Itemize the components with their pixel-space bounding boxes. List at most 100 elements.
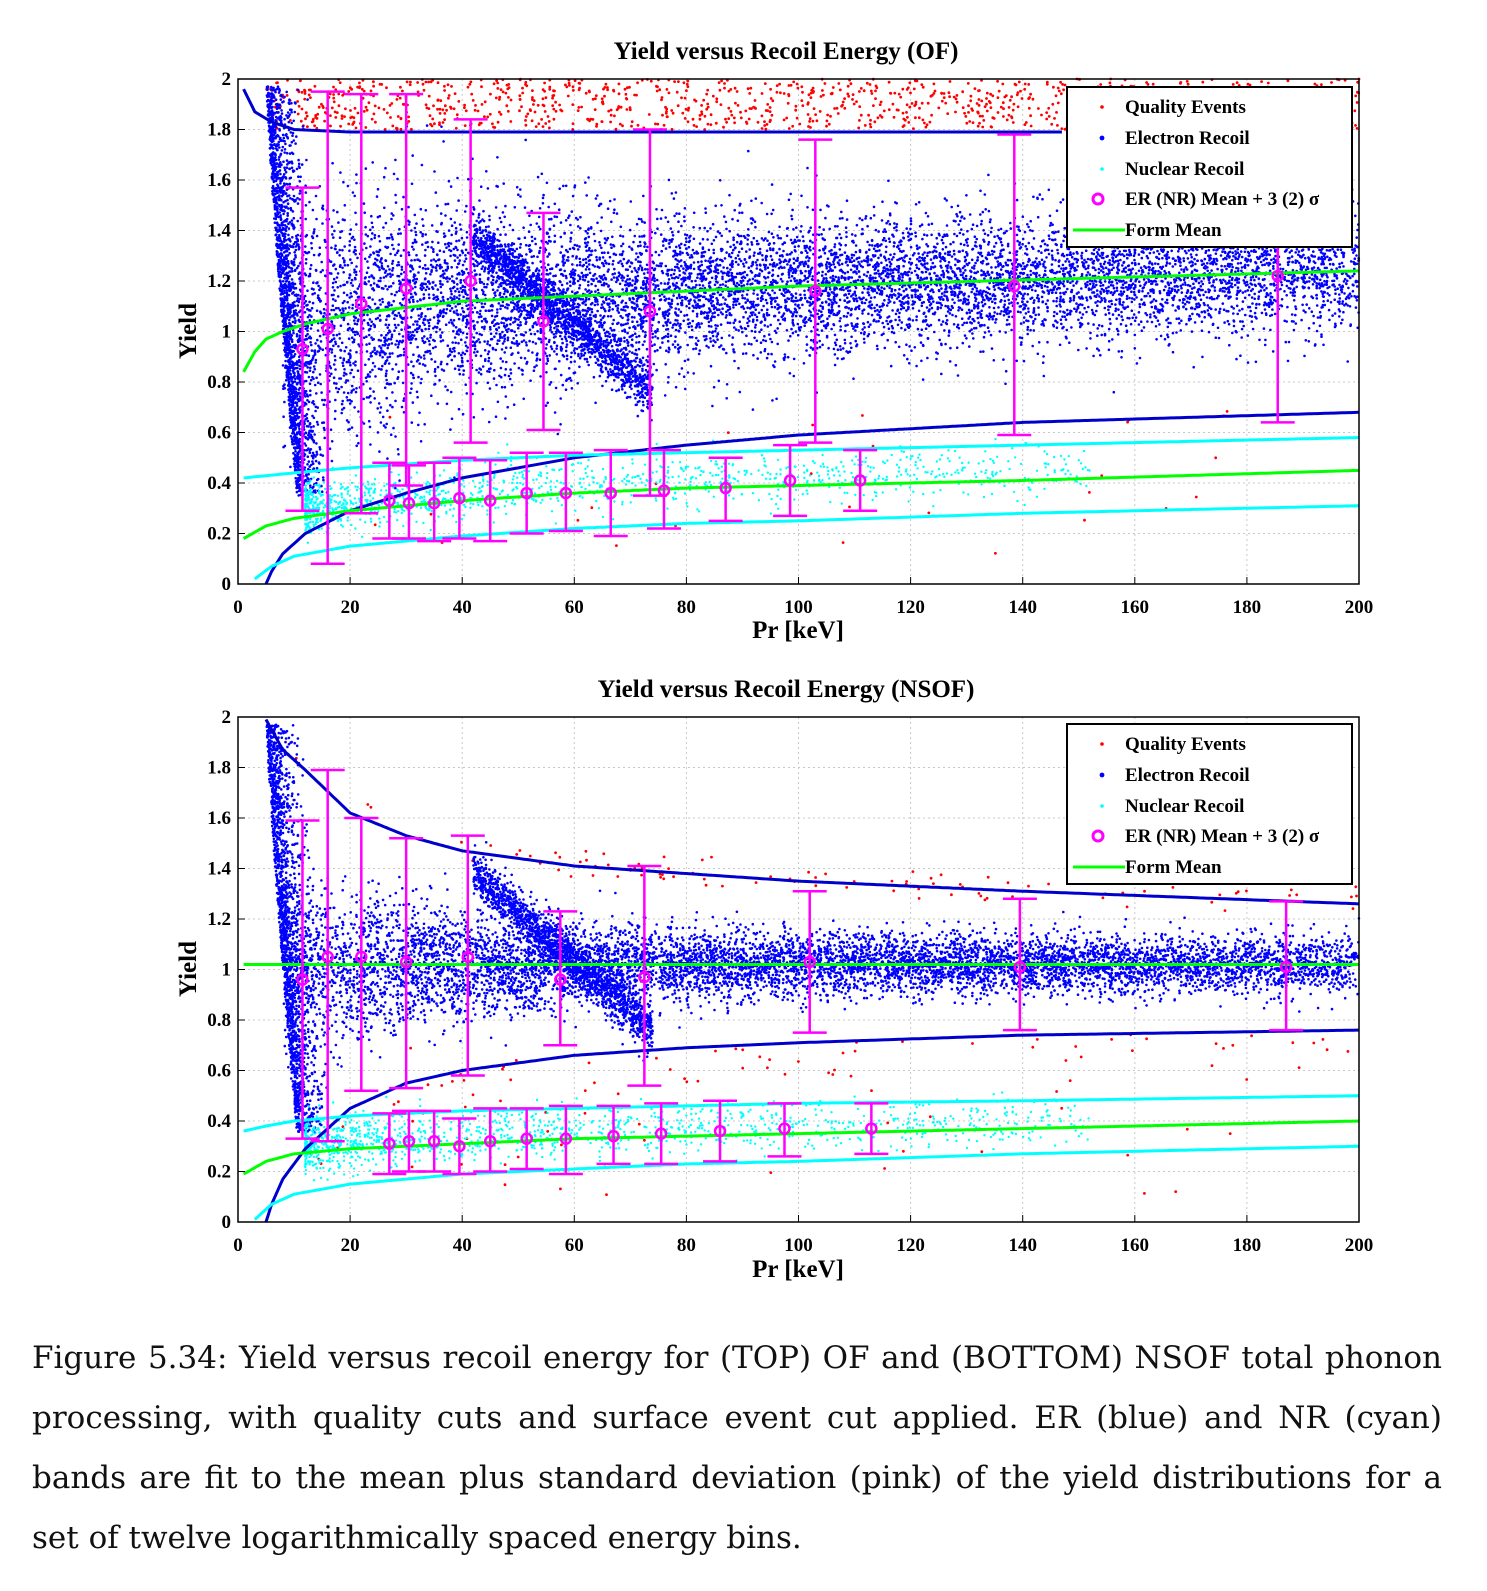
electron-recoil-point bbox=[642, 330, 645, 333]
electron-recoil-point bbox=[1122, 301, 1125, 304]
electron-recoil-point bbox=[1016, 234, 1019, 237]
electron-recoil-point bbox=[953, 323, 956, 326]
electron-recoil-point bbox=[1020, 343, 1023, 346]
electron-recoil-point bbox=[348, 277, 351, 280]
electron-recoil-point bbox=[1327, 299, 1330, 302]
quality-event-point bbox=[748, 92, 751, 95]
electron-recoil-point bbox=[767, 276, 770, 279]
electron-recoil-point bbox=[357, 410, 360, 413]
electron-recoil-point bbox=[1115, 255, 1118, 258]
electron-recoil-point bbox=[424, 268, 427, 271]
electron-recoil-point bbox=[671, 326, 674, 329]
electron-recoil-point bbox=[942, 276, 945, 279]
quality-event-point bbox=[946, 112, 949, 115]
electron-recoil-point bbox=[944, 288, 947, 291]
electron-recoil-point bbox=[724, 284, 727, 287]
electron-recoil-point bbox=[566, 354, 569, 357]
quality-event-point bbox=[1057, 102, 1060, 105]
quality-event-point bbox=[396, 128, 399, 131]
electron-recoil-point bbox=[573, 349, 576, 352]
quality-event-point bbox=[613, 115, 616, 118]
electron-recoil-point bbox=[976, 290, 979, 293]
quality-event-point bbox=[956, 94, 959, 97]
electron-recoil-point bbox=[821, 344, 824, 347]
electron-recoil-point bbox=[655, 369, 658, 372]
quality-event-point bbox=[468, 83, 471, 86]
quality-event-point bbox=[1057, 87, 1060, 90]
electron-recoil-point bbox=[1281, 298, 1284, 301]
electron-recoil-point bbox=[351, 369, 354, 372]
electron-recoil-point bbox=[1033, 329, 1036, 332]
quality-event-point bbox=[869, 83, 872, 86]
quality-event-point bbox=[303, 98, 306, 101]
electron-recoil-point bbox=[947, 310, 950, 313]
figure-canvas: Yield versus Recoil Energy (OF) 0 20 40 60 8… bbox=[0, 0, 1487, 1310]
electron-recoil-point bbox=[1200, 285, 1203, 288]
electron-recoil-point bbox=[697, 261, 700, 264]
electron-recoil-point bbox=[887, 180, 890, 183]
electron-recoil-point bbox=[482, 365, 485, 368]
electron-recoil-point bbox=[883, 299, 886, 302]
electron-recoil-point bbox=[629, 265, 632, 268]
quality-event-point bbox=[313, 124, 316, 127]
electron-recoil-point bbox=[619, 283, 622, 286]
electron-recoil-point bbox=[1170, 282, 1173, 285]
electron-recoil-point bbox=[473, 351, 476, 354]
quality-event-point bbox=[794, 109, 797, 112]
electron-recoil-point bbox=[1339, 297, 1342, 300]
electron-recoil-point bbox=[1268, 305, 1271, 308]
electron-recoil-point bbox=[819, 305, 822, 308]
electron-recoil-point bbox=[331, 162, 334, 165]
quality-event-point bbox=[592, 98, 595, 101]
electron-recoil-point bbox=[999, 330, 1002, 333]
electron-recoil-point bbox=[1248, 294, 1251, 297]
electron-recoil-point bbox=[395, 201, 398, 204]
quality-event-point bbox=[811, 424, 814, 427]
electron-recoil-point bbox=[379, 319, 382, 322]
quality-event-point bbox=[918, 116, 921, 119]
quality-event-point bbox=[788, 94, 791, 97]
quality-event-point bbox=[510, 99, 513, 102]
quality-event-point bbox=[400, 128, 403, 131]
electron-recoil-point bbox=[1326, 292, 1329, 295]
electron-recoil-point bbox=[425, 209, 428, 212]
electron-recoil-point bbox=[384, 343, 387, 346]
quality-event-point bbox=[1017, 91, 1020, 94]
quality-event-point bbox=[548, 127, 551, 130]
electron-recoil-point bbox=[834, 364, 837, 367]
electron-recoil-point bbox=[760, 351, 763, 354]
quality-event-point bbox=[842, 101, 845, 104]
electron-recoil-point bbox=[595, 277, 598, 280]
quality-event-point bbox=[831, 92, 834, 95]
electron-recoil-point bbox=[983, 277, 986, 280]
electron-recoil-point bbox=[553, 327, 556, 330]
electron-recoil-point bbox=[831, 306, 834, 309]
quality-event-point bbox=[923, 122, 926, 125]
electron-recoil-point bbox=[1029, 270, 1032, 273]
electron-recoil-point bbox=[745, 311, 748, 314]
quality-event-point bbox=[518, 94, 521, 97]
electron-recoil-point bbox=[351, 279, 354, 282]
quality-event-point bbox=[913, 104, 916, 107]
quality-event-point bbox=[693, 124, 696, 127]
quality-event-point bbox=[801, 91, 804, 94]
electron-recoil-point bbox=[420, 382, 423, 385]
electron-recoil-point bbox=[349, 349, 352, 352]
electron-recoil-point bbox=[1139, 285, 1142, 288]
electron-recoil-point bbox=[688, 302, 691, 305]
electron-recoil-point bbox=[426, 286, 429, 289]
quality-event-point bbox=[337, 93, 340, 96]
quality-event-point bbox=[483, 115, 486, 118]
electron-recoil-point bbox=[926, 357, 929, 360]
quality-event-point bbox=[587, 118, 590, 121]
quality-event-point bbox=[677, 104, 680, 107]
quality-event-point bbox=[927, 102, 930, 105]
quality-event-point bbox=[869, 119, 872, 122]
electron-recoil-point bbox=[656, 313, 659, 316]
electron-recoil-point bbox=[374, 234, 377, 237]
electron-recoil-point bbox=[822, 228, 825, 231]
electron-recoil-point bbox=[450, 266, 453, 269]
quality-event-point bbox=[829, 115, 832, 118]
quality-event-point bbox=[552, 94, 555, 97]
electron-recoil-point bbox=[510, 372, 513, 375]
